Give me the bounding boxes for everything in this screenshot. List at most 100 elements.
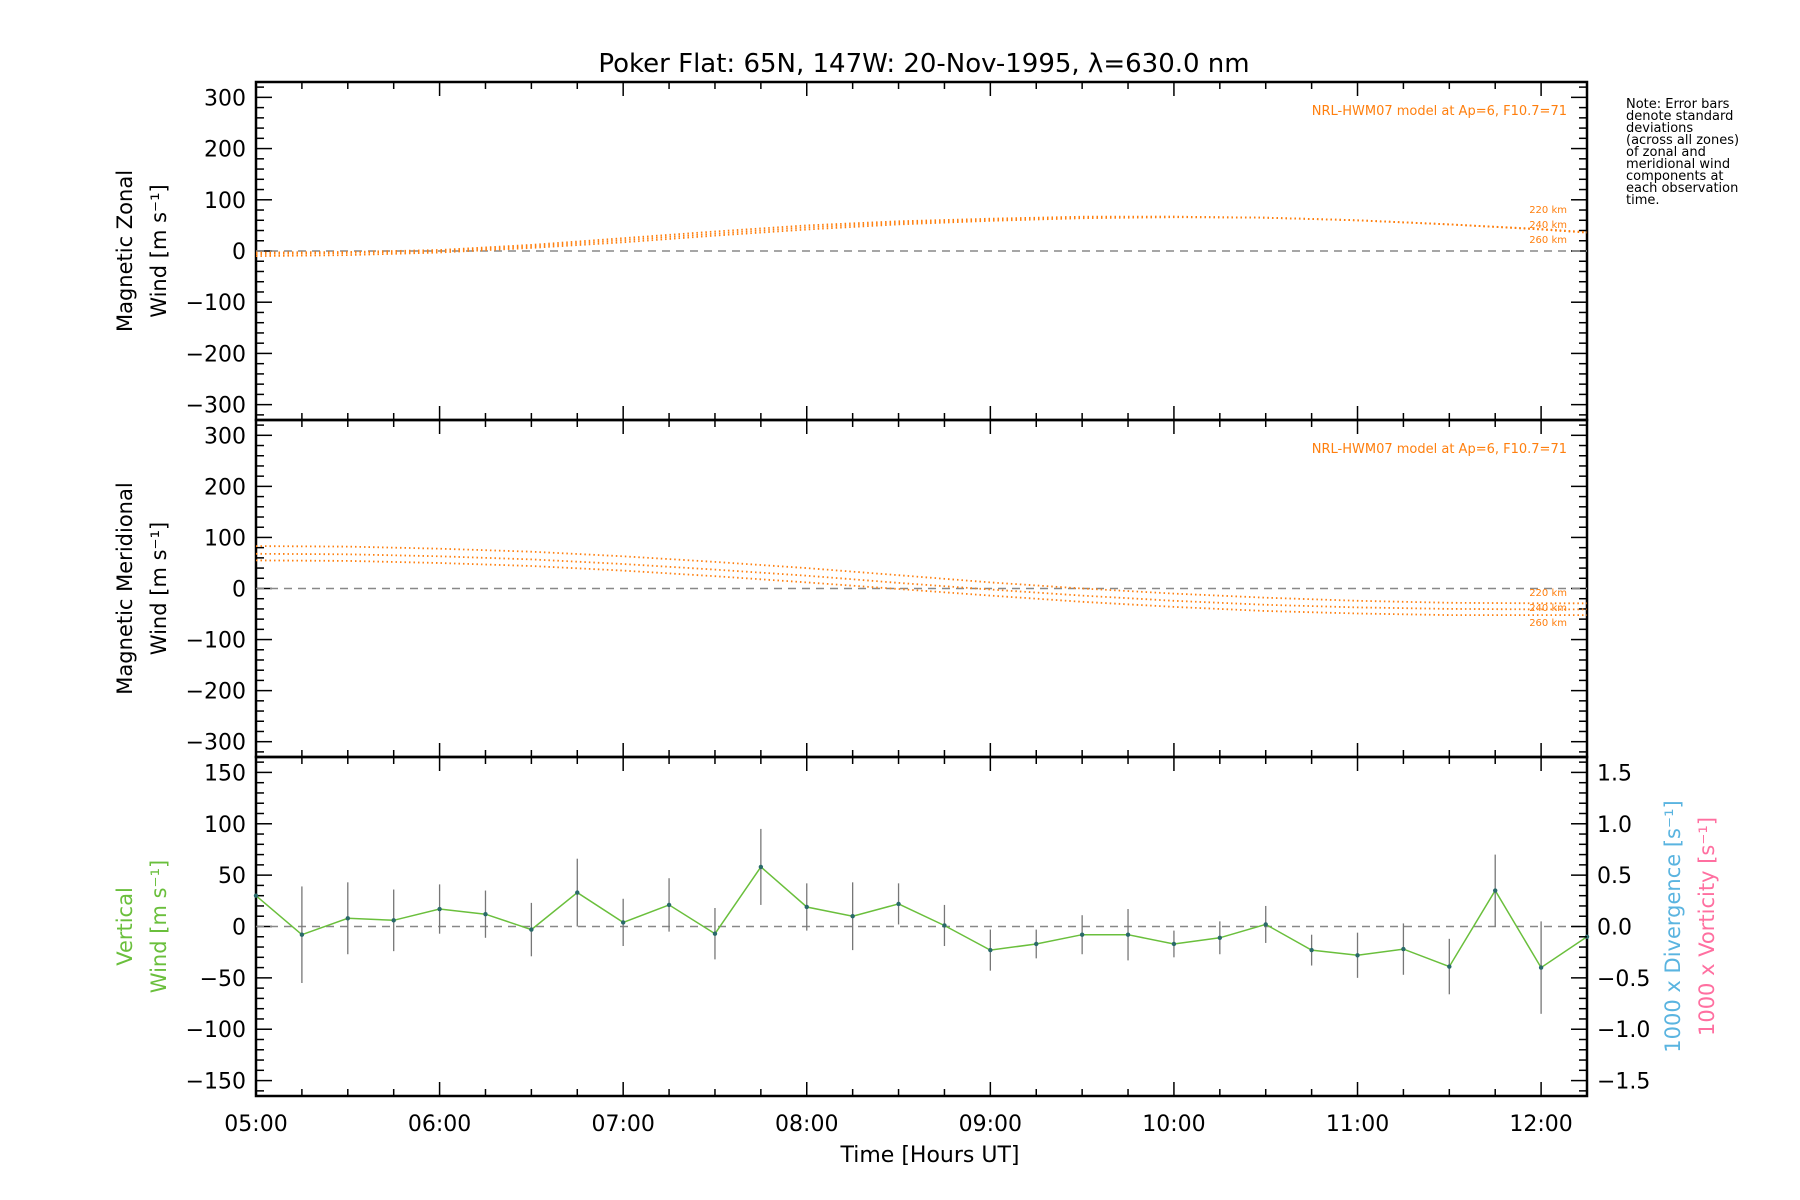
note-line: denote standard xyxy=(1626,109,1733,124)
y-tick-label: 300 xyxy=(204,86,246,111)
note-line: meridional wind xyxy=(1626,157,1730,172)
data-point xyxy=(529,927,534,932)
y-tick-label: −100 xyxy=(186,629,246,654)
zonal-wind-panel: −300 −200 −100 0 100 200 300 Magnetic Zonal Wind… xyxy=(113,80,1589,422)
y-tick-label: 50 xyxy=(218,864,246,889)
right-y-tick-label: 0.5 xyxy=(1597,864,1632,889)
data-point xyxy=(1263,922,1268,927)
vertical-wind-line xyxy=(255,865,1588,969)
note-line: components at xyxy=(1626,169,1724,184)
altitude-label: 220 km xyxy=(1529,588,1567,599)
altitude-label: 240 km xyxy=(1529,603,1567,614)
data-point xyxy=(1493,888,1498,893)
error-bar-note: Note: Error bars denote standard deviation… xyxy=(1626,97,1739,208)
x-tick-label: 05:00 xyxy=(224,1112,287,1137)
y-tick-label: 100 xyxy=(204,526,246,551)
y-tick-label: −100 xyxy=(186,1018,246,1043)
model-label: NRL-HWM07 model at Ap=6, F10.7=71 xyxy=(1312,104,1567,119)
data-point xyxy=(1034,941,1039,947)
x-tick-label: 12:00 xyxy=(1509,1112,1572,1137)
y-tick-label: −200 xyxy=(186,342,246,367)
model-curve-220-km xyxy=(255,545,1587,605)
y-axis-label-line: Wind [m s⁻¹] xyxy=(147,860,171,993)
divergence-axis-label: 1000 x Divergence [s⁻¹] xyxy=(1661,800,1685,1052)
data-point xyxy=(253,893,259,898)
y-tick-label: −150 xyxy=(186,1070,246,1095)
x-axis-label: Time [Hours UT] xyxy=(840,1143,1020,1168)
y-tick-label: 100 xyxy=(204,813,246,838)
y-tick-label: 0 xyxy=(232,578,246,603)
data-point xyxy=(712,931,718,936)
data-point xyxy=(758,864,764,870)
model-label: NRL-HWM07 model at Ap=6, F10.7=71 xyxy=(1312,442,1567,457)
data-point xyxy=(1538,965,1544,970)
note-line: each observation xyxy=(1626,181,1738,196)
data-point xyxy=(1171,941,1177,947)
y-tick-label: −300 xyxy=(186,394,246,419)
y-tick-label: 150 xyxy=(204,761,246,786)
vorticity-axis-label: 1000 x Vorticity [s⁻¹] xyxy=(1695,817,1719,1036)
y-tick-label: 0 xyxy=(232,916,246,941)
data-point xyxy=(299,932,305,937)
y-tick-label: −50 xyxy=(200,967,246,992)
altitude-label: 260 km xyxy=(1529,235,1567,246)
y-tick-label: 0 xyxy=(232,240,246,265)
model-curve-240-km xyxy=(255,215,1588,255)
y-tick-label: −100 xyxy=(186,291,246,316)
x-tick-label: 06:00 xyxy=(408,1112,471,1137)
vertical-wind-panel: −150 −100 −50 0 50 100 150 Vertical Wind [m s⁻¹]… xyxy=(113,755,1719,1137)
note-line: Note: Error bars xyxy=(1626,97,1730,112)
data-point xyxy=(1355,953,1360,958)
y-tick-label: −300 xyxy=(186,731,246,756)
data-point xyxy=(666,902,672,908)
right-y-tick-label: 1.5 xyxy=(1597,761,1632,786)
right-y-tick-label: −0.5 xyxy=(1597,967,1650,992)
data-point xyxy=(1125,932,1131,937)
y-tick-label: −200 xyxy=(186,680,246,705)
y-axis-label-line: Vertical xyxy=(113,887,137,966)
chart-title: Poker Flat: 65N, 147W: 20-Nov-1995, λ=63… xyxy=(598,49,1249,79)
meridional-wind-panel: −300 −200 −100 0 100 200 300 Magnetic Meridiona… xyxy=(113,418,1589,759)
x-tick-label: 07:00 xyxy=(591,1112,654,1137)
data-point xyxy=(620,920,626,925)
data-point xyxy=(804,904,809,910)
y-axis-label-line: Magnetic Meridional xyxy=(113,482,137,694)
x-tick-label: 11:00 xyxy=(1326,1112,1389,1137)
y-axis-label-line: Wind [m s⁻¹] xyxy=(147,184,171,317)
data-point xyxy=(345,916,350,921)
x-tick-label: 08:00 xyxy=(775,1112,838,1137)
data-point xyxy=(437,906,442,912)
y-tick-label: 300 xyxy=(204,424,246,449)
data-point xyxy=(575,890,580,895)
y-axis-label: Magnetic Meridional Wind [m s⁻¹] xyxy=(113,482,171,694)
data-point xyxy=(1401,946,1406,952)
data-point xyxy=(1079,932,1085,937)
right-y-tick-label: −1.0 xyxy=(1597,1018,1650,1043)
altitude-label: 220 km xyxy=(1529,205,1567,216)
data-point xyxy=(942,923,947,928)
x-tick-label: 09:00 xyxy=(959,1112,1022,1137)
altitude-label: 240 km xyxy=(1529,220,1567,231)
data-point xyxy=(988,947,993,953)
data-point xyxy=(1447,964,1452,969)
y-tick-label: 200 xyxy=(204,475,246,500)
y-axis-label: Vertical Wind [m s⁻¹] xyxy=(113,860,171,993)
data-point xyxy=(391,918,396,923)
y-tick-label: 100 xyxy=(204,189,246,214)
data-point xyxy=(896,901,901,907)
note-line: time. xyxy=(1626,193,1660,208)
model-curve-260-km xyxy=(255,559,1587,616)
y-axis-label-line: Wind [m s⁻¹] xyxy=(147,522,171,655)
y-axis-label: Magnetic Zonal Wind [m s⁻¹] xyxy=(113,170,171,332)
x-tick-label: 10:00 xyxy=(1142,1112,1205,1137)
y-tick-label: 200 xyxy=(204,138,246,163)
right-y-tick-label: −1.5 xyxy=(1597,1070,1650,1095)
note-line: (across all zones) xyxy=(1626,133,1739,148)
right-y-tick-label: 0.0 xyxy=(1597,916,1632,941)
altitude-label: 260 km xyxy=(1529,618,1567,629)
data-point xyxy=(483,911,488,917)
y-axis-label-line: Magnetic Zonal xyxy=(113,170,137,332)
model-curve-240-km xyxy=(255,552,1587,611)
data-point xyxy=(1309,947,1314,953)
